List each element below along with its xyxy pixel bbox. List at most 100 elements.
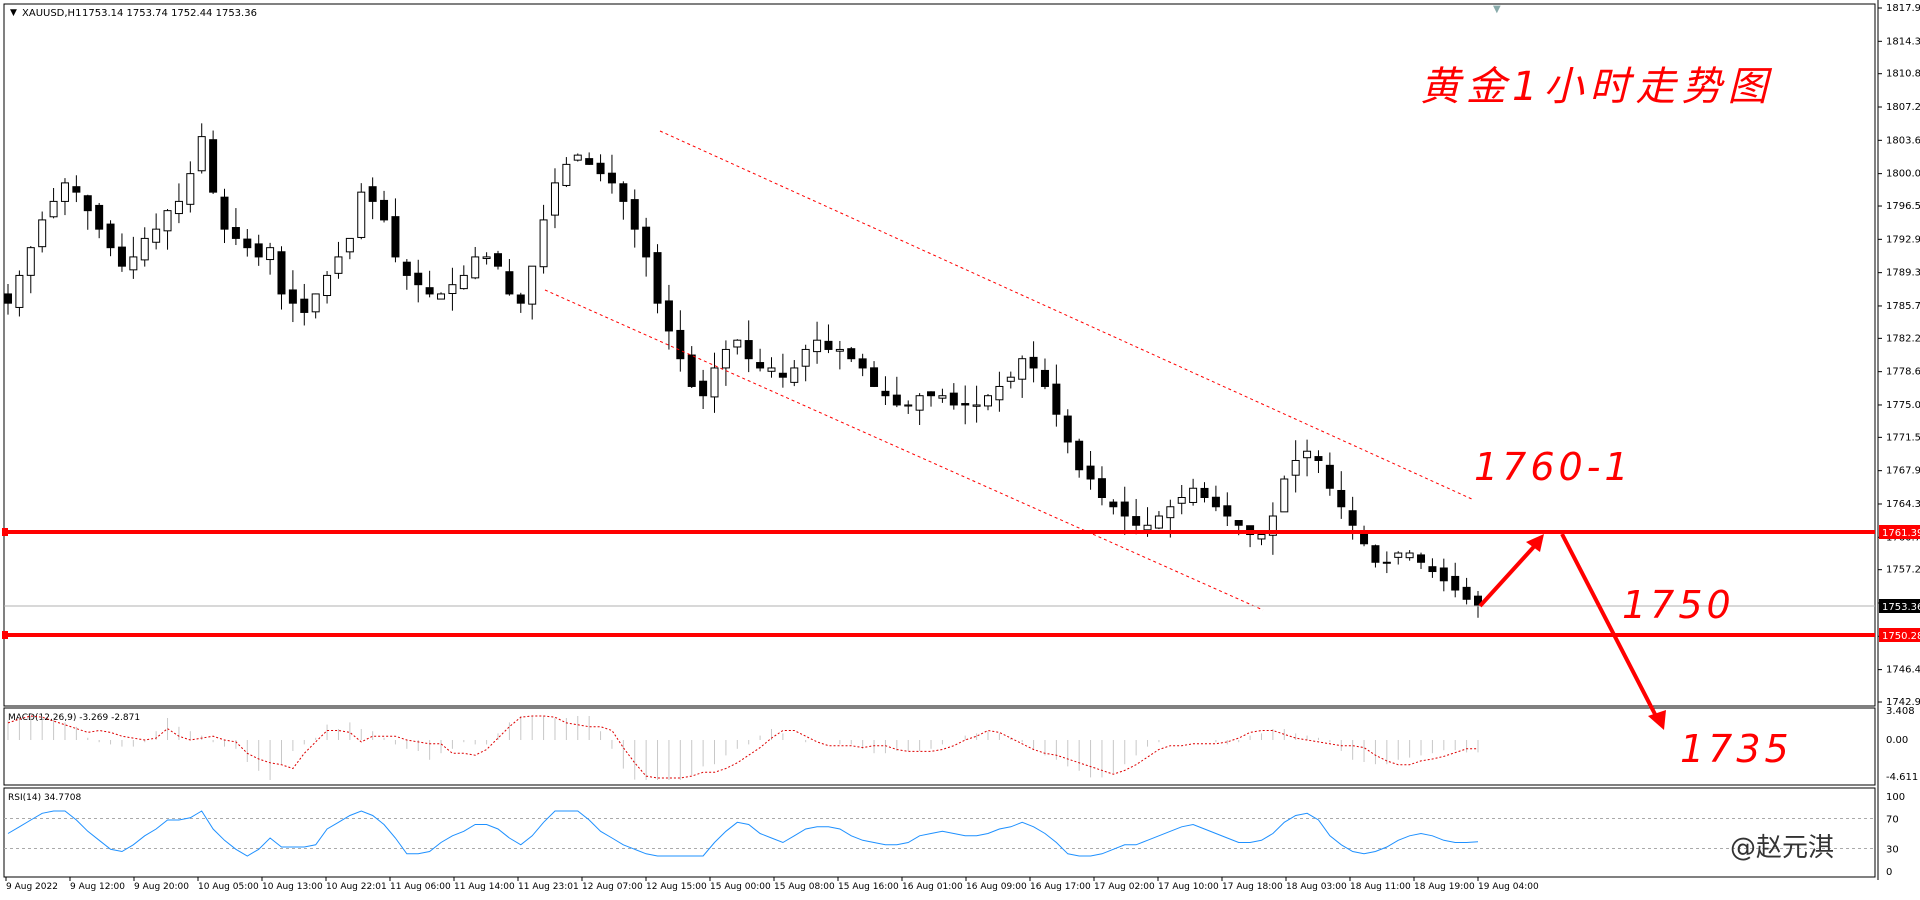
candle-body: [448, 284, 457, 295]
x-tick-label: 19 Aug 04:00: [1478, 882, 1539, 892]
candle-body: [437, 293, 446, 300]
candle-body: [516, 294, 525, 304]
candle-body: [585, 158, 594, 165]
candle-body: [368, 186, 377, 202]
candle-body: [345, 237, 354, 253]
candle-body: [790, 367, 799, 383]
annotation-upper-target: 1760-1: [1474, 445, 1633, 489]
candle-body: [95, 204, 104, 230]
level-price-box: [1879, 628, 1920, 642]
rsi-tick-label: 30: [1886, 845, 1899, 856]
candle-body: [984, 395, 992, 407]
arrow-up-segment: [1478, 538, 1542, 608]
candle-body: [915, 395, 924, 411]
y-tick-label: 1807.20: [1886, 102, 1920, 113]
candle-body: [254, 243, 263, 258]
candle-body: [550, 182, 559, 216]
candle-body: [767, 367, 776, 372]
x-tick-label: 11 Aug 06:00: [390, 882, 451, 892]
annotation-low-target: 1735: [1680, 727, 1793, 771]
candle-body: [1052, 383, 1061, 415]
x-tick-label: 10 Aug 13:00: [262, 882, 323, 892]
candle-body: [1166, 506, 1175, 519]
candle-body: [311, 293, 320, 313]
candle-body: [209, 139, 218, 193]
chart-title: 黄金1小时走势图: [1420, 64, 1773, 110]
macd-tick-label: 3.408: [1886, 706, 1915, 717]
candle-body: [1189, 487, 1198, 503]
candle-body: [380, 199, 389, 221]
y-tick-label: 1782.20: [1886, 333, 1920, 344]
candle-body: [1177, 497, 1186, 504]
macd-signal-line: [7, 715, 1478, 779]
rsi-label: RSI(14) 34.7708: [8, 793, 81, 803]
candle-body: [1405, 552, 1414, 559]
candle-body: [197, 136, 206, 172]
channel-upper-line: [659, 130, 1475, 501]
current-price-label: 1753.36: [1882, 602, 1920, 613]
candle-body: [1154, 515, 1163, 529]
x-tick-label: 17 Aug 10:00: [1158, 882, 1219, 892]
y-tick-label: 1814.30: [1886, 36, 1920, 47]
x-tick-label: 17 Aug 18:00: [1222, 882, 1283, 892]
x-tick-label: 10 Aug 22:01: [326, 882, 387, 892]
candle-body: [505, 271, 514, 295]
candle-body: [904, 404, 913, 407]
candle-body: [778, 372, 787, 378]
arrow-down-segment: [1560, 533, 1660, 721]
candle-body: [539, 219, 548, 268]
candle-body: [1337, 489, 1346, 508]
candle-body: [334, 256, 343, 274]
candle-body: [1451, 575, 1460, 591]
candle-body: [596, 162, 605, 175]
symbol-triangle-icon: ▼: [10, 8, 17, 18]
main-panel-frame: [3, 3, 1876, 707]
candle-body: [1132, 516, 1141, 526]
candle-body: [277, 251, 286, 295]
candle-body: [687, 354, 696, 387]
y-tick-label: 1771.50: [1886, 432, 1920, 443]
candle-body: [402, 261, 411, 276]
level-handle: [2, 528, 8, 536]
candle-body: [163, 210, 172, 232]
candle-body: [630, 199, 639, 230]
y-tick-label: 1775.00: [1886, 400, 1920, 411]
candle-body: [927, 391, 936, 397]
macd-tick-label: -4.611: [1886, 772, 1918, 783]
rsi-tick-label: 70: [1886, 815, 1899, 826]
candle-body: [1428, 566, 1437, 573]
candle-body: [1063, 415, 1072, 443]
candle-body: [676, 329, 685, 360]
level-price-label: 1761.39: [1882, 528, 1920, 539]
candle-body: [49, 200, 58, 218]
candle-body: [152, 228, 161, 243]
macd-label: MACD(12,26,9) -3.269 -2.871: [8, 713, 140, 723]
candle-body: [231, 227, 240, 239]
candle-body: [562, 163, 571, 186]
candle-body: [1474, 595, 1482, 606]
candle-body: [391, 216, 400, 258]
candle-body: [1280, 478, 1289, 513]
y-tick-label: 1767.90: [1886, 466, 1920, 477]
candle-body: [1143, 524, 1152, 531]
candle-body: [733, 339, 742, 348]
x-tick-label: 18 Aug 11:00: [1350, 882, 1411, 892]
candle-body: [1040, 369, 1049, 387]
x-tick-label: 12 Aug 07:00: [582, 882, 643, 892]
candle-body: [847, 348, 856, 360]
rsi-panel-frame: [3, 787, 1876, 878]
candle-body: [972, 404, 981, 407]
candle-body: [300, 298, 309, 313]
candle-body: [710, 367, 719, 398]
candle-body: [892, 394, 901, 406]
candle-body: [1303, 450, 1312, 459]
candle-body: [1097, 478, 1106, 499]
x-tick-label: 16 Aug 01:00: [902, 882, 963, 892]
x-tick-label: 15 Aug 16:00: [838, 882, 899, 892]
y-tick-label: 1800.00: [1886, 169, 1920, 180]
x-tick-label: 9 Aug 20:00: [134, 882, 189, 892]
y-tick-label: 1778.60: [1886, 367, 1920, 378]
level-handle: [2, 631, 8, 639]
candle-body: [528, 265, 537, 305]
